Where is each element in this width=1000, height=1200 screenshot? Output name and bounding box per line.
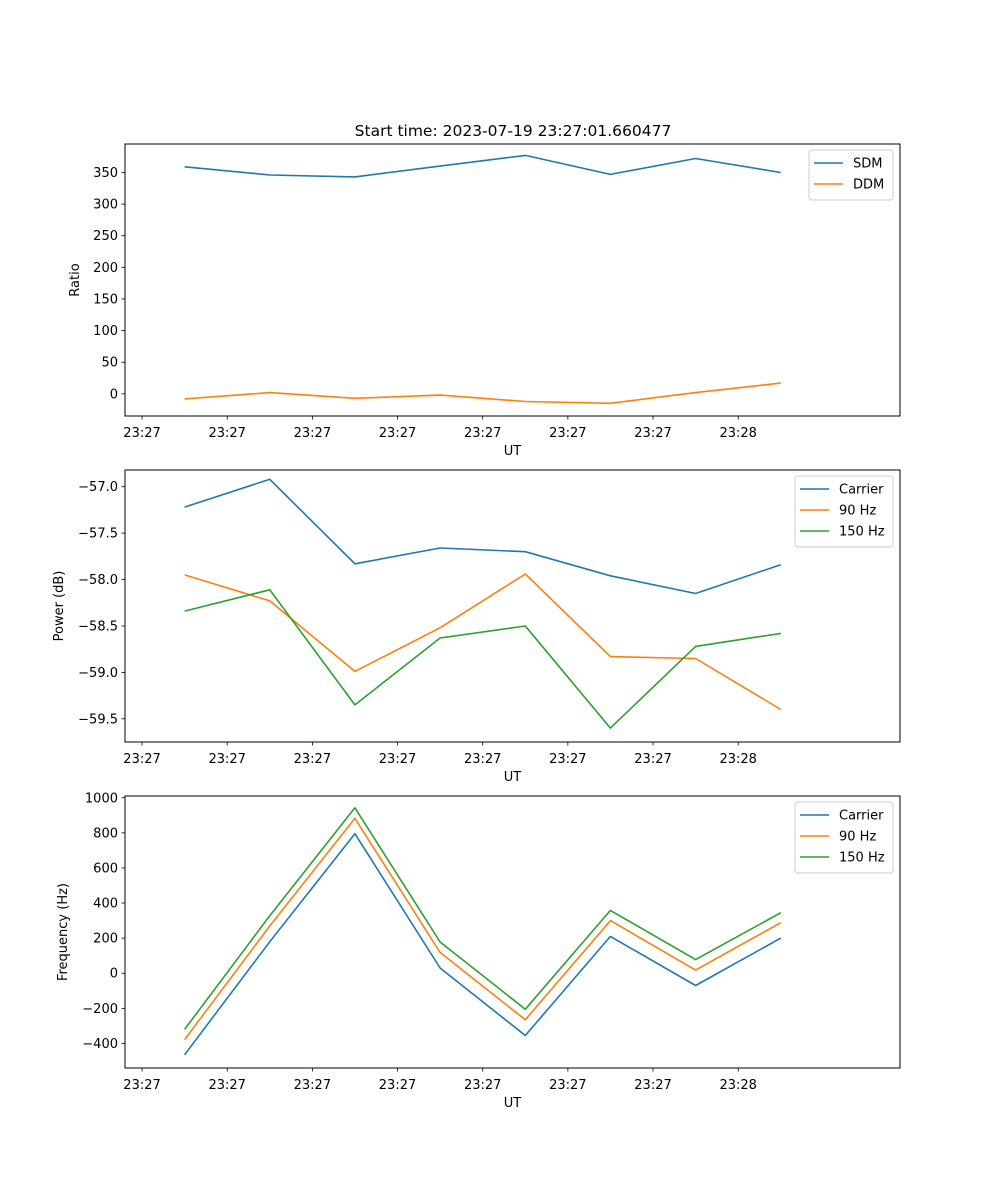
legend-label: SDM (853, 157, 882, 172)
y-tick-label: −59.5 (78, 712, 118, 727)
chart-panel-2: −59.5 −59.0 −58.5 −58.0 −57.5 −57.0 23:27 23:27… (52, 469, 901, 785)
x-tick-label: 23:27 (634, 426, 671, 441)
series-line-90-hz (183, 817, 782, 1041)
y-tick-label: −57.5 (78, 527, 118, 542)
y-tick-label: 1000 (85, 791, 118, 806)
y-axis-label: Frequency (Hz) (56, 883, 71, 981)
y-tick-label: 200 (93, 932, 118, 947)
legend-box (794, 475, 894, 548)
legend-label: DDM (853, 178, 884, 193)
y-tick-label: 100 (93, 324, 118, 339)
y-tick-label: 400 (93, 897, 118, 912)
x-tick-label: 23:27 (464, 426, 501, 441)
legend-label: 90 Hz (839, 830, 876, 845)
plot-frame (124, 143, 901, 417)
x-axis-label: UT (504, 770, 522, 785)
y-axis-label: Ratio (68, 263, 83, 296)
y-tick-label: 250 (93, 229, 118, 244)
plot-frame (124, 469, 901, 743)
x-tick-label: 23:27 (123, 1078, 160, 1093)
series-line-carrier (183, 832, 782, 1056)
x-tick-label: 23:27 (294, 1078, 331, 1093)
legend: Carrier 90 Hz 150 Hz (794, 801, 894, 874)
x-tick-label: 23:27 (208, 752, 245, 767)
x-tick-label: 23:27 (379, 426, 416, 441)
x-axis-label: UT (504, 444, 522, 459)
x-tick-label: 23:27 (464, 752, 501, 767)
y-tick-label: 600 (93, 861, 118, 876)
x-tick-label: 23:27 (549, 1078, 586, 1093)
y-tick-label: −58.0 (78, 573, 118, 588)
y-tick-label: −400 (82, 1037, 118, 1052)
series-line-150-hz (183, 806, 782, 1030)
x-tick-label: 23:27 (634, 1078, 671, 1093)
series-line-sdm (184, 154, 781, 178)
legend-label: 150 Hz (839, 851, 885, 866)
x-tick-label: 23:27 (464, 1078, 501, 1093)
x-tick-label: 23:27 (634, 752, 671, 767)
x-tick-label: 23:27 (379, 752, 416, 767)
legend: SDM DDM (808, 149, 894, 201)
chart-panel-1: 0 50 100 150 200 250 300 350 23:27 23:27 23:27 23:2… (68, 143, 901, 459)
x-axis-label: UT (504, 1096, 522, 1111)
y-tick-label: 200 (93, 261, 118, 276)
x-tick-label: 23:27 (123, 752, 160, 767)
y-tick-label: −57.0 (78, 480, 118, 495)
y-tick-label: 50 (101, 356, 118, 371)
series-line-150-hz (184, 588, 781, 729)
y-tick-label: 0 (110, 967, 118, 982)
figure-title: Start time: 2023-07-19 23:27:01.660477 (355, 122, 672, 140)
legend-label: Carrier (839, 809, 884, 824)
x-tick-label: 23:27 (379, 1078, 416, 1093)
series-line-90-hz (184, 573, 782, 711)
y-tick-label: −200 (82, 1002, 118, 1017)
x-tick-label: 23:27 (123, 426, 160, 441)
legend-label: 90 Hz (839, 504, 876, 519)
x-tick-label: 23:27 (208, 1078, 245, 1093)
x-tick-label: 23:28 (719, 1078, 756, 1093)
plot-frame (124, 795, 901, 1069)
y-tick-label: 0 (110, 387, 118, 402)
y-axis-label: Power (dB) (52, 571, 67, 642)
legend-label: 150 Hz (839, 525, 885, 540)
x-tick-label: 23:28 (719, 752, 756, 767)
chart-panel-3: −400 −200 0 200 400 600 800 1000 23:27 23:27 23:27… (56, 791, 901, 1111)
legend-label: Carrier (839, 483, 884, 498)
legend-box (794, 801, 894, 874)
y-tick-label: −59.0 (78, 666, 118, 681)
x-tick-label: 23:27 (549, 426, 586, 441)
y-tick-label: 800 (93, 826, 118, 841)
series-line-ddm (184, 382, 781, 405)
x-tick-label: 23:27 (208, 426, 245, 441)
x-tick-label: 23:27 (549, 752, 586, 767)
series-line-carrier (184, 478, 782, 595)
x-tick-label: 23:27 (294, 426, 331, 441)
x-tick-label: 23:27 (294, 752, 331, 767)
legend: Carrier 90 Hz 150 Hz (794, 475, 894, 548)
y-tick-label: 300 (93, 198, 118, 213)
y-tick-label: −58.5 (78, 619, 118, 634)
y-tick-label: 150 (93, 292, 118, 307)
x-tick-label: 23:28 (719, 426, 756, 441)
y-tick-label: 350 (93, 166, 118, 181)
